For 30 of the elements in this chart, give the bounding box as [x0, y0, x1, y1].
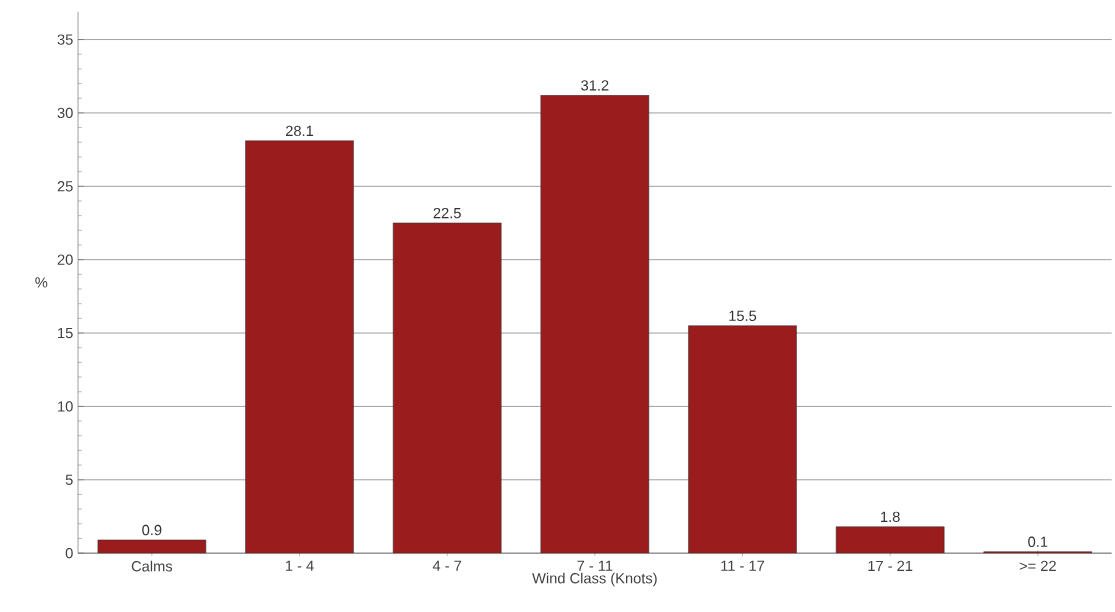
data-label: 15.5	[729, 310, 757, 321]
data-label: 22.5	[433, 207, 461, 219]
bar	[245, 140, 354, 554]
bar	[97, 539, 206, 554]
y-tick-label: 0	[65, 547, 73, 559]
data-label: 0.9	[142, 524, 162, 536]
y-tick-label: 25	[57, 181, 73, 192]
data-label: 31.2	[581, 80, 609, 91]
x-tick-label: 11 - 17	[721, 560, 765, 571]
bar	[688, 325, 797, 554]
y-tick-label: 20	[57, 254, 73, 265]
y-axis-title: %	[35, 277, 48, 288]
x-tick-label: 7 - 11	[577, 560, 613, 571]
bar	[540, 94, 650, 554]
x-tick-label: Calms	[131, 560, 173, 572]
x-tick-label: 17 - 21	[868, 560, 913, 571]
x-tick-label: 4 - 7	[432, 560, 462, 571]
y-tick-label: 35	[57, 34, 73, 45]
x-tick-label: >= 22	[1019, 560, 1056, 571]
y-tick-label: 30	[57, 107, 73, 119]
bar	[392, 222, 502, 554]
bar	[835, 526, 945, 554]
y-tick-label: 15	[58, 327, 73, 339]
data-label: 28.1	[285, 125, 314, 137]
data-label: 1.8	[881, 511, 900, 522]
y-tick-label: 10	[58, 401, 73, 412]
y-tick-label: 5	[65, 474, 73, 485]
x-axis-title: Wind Class (Knots)	[532, 572, 657, 587]
x-tick-label: 1 - 4	[285, 560, 314, 571]
data-label: 0.1	[1028, 536, 1048, 547]
